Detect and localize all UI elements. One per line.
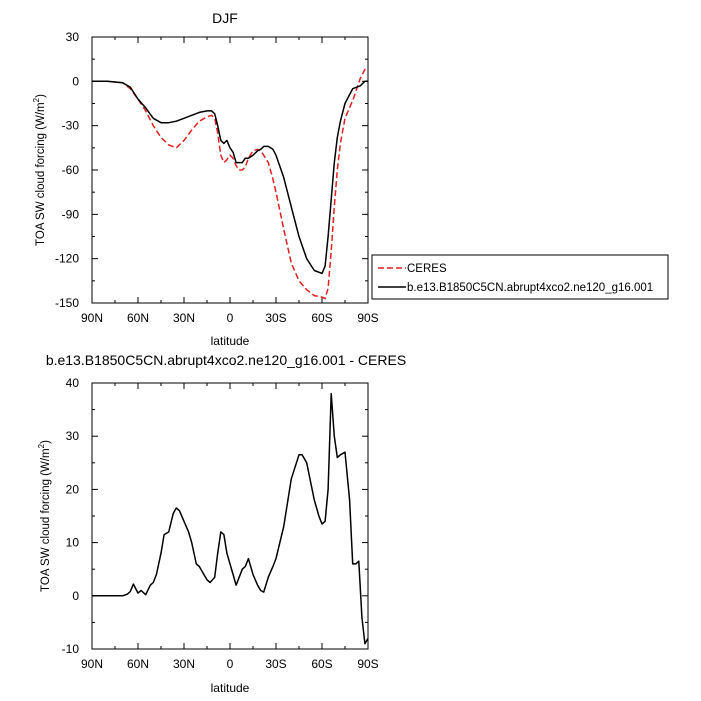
chart-top: DJF 90N 60N 30N 0 30S 60S 90S 30 0 -30 -60 -90 -120 -… — [32, 10, 669, 348]
x-tick-label: 0 — [227, 311, 234, 325]
y-tick-label: -10 — [62, 642, 80, 656]
chart-top-title: DJF — [212, 10, 238, 26]
chart-bottom-title: b.e13.B1850C5CN.abrupt4xco2.ne120_g16.00… — [46, 352, 406, 368]
series-line-1 — [92, 80, 368, 275]
chart-bottom-y-axis-label-sup: 2 — [37, 443, 46, 448]
y-tick-label: 0 — [72, 74, 79, 88]
series-line-0 — [92, 392, 369, 645]
legend-label-model: b.e13.B1850C5CN.abrupt4xco2.ne120_g16.00… — [407, 282, 653, 294]
legend: CERES b.e13.B1850C5CN.abrupt4xco2.ne120_… — [371, 254, 669, 300]
chart-top-y-axis-label-sup: 2 — [32, 97, 41, 102]
y-tick-label: -120 — [55, 252, 79, 266]
chart-top-plot-frame — [91, 36, 369, 304]
x-tick-label: 90S — [357, 657, 378, 671]
y-tick-label: 30 — [66, 30, 80, 44]
chart-top-y-axis-label-main: TOA SW cloud forcing (W/m — [35, 102, 47, 246]
chart-top-x-axis-label: latitude — [211, 334, 250, 348]
x-tick-label: 30S — [265, 311, 286, 325]
y-tick-label: 0 — [72, 589, 79, 603]
y-tick-label: -30 — [62, 119, 80, 133]
x-tick-label: 0 — [227, 657, 234, 671]
chart-bottom-plot-frame — [91, 382, 369, 650]
y-tick-label: 20 — [66, 482, 80, 496]
chart-bottom-y-axis-label: TOA SW cloud forcing (W/m2) — [37, 440, 52, 592]
x-tick-label: 60S — [311, 657, 332, 671]
chart-bottom-ticks: 90N 60N 30N 0 30S 60S 90S 40 30 20 10 0 -10 — [62, 376, 379, 671]
chart-bottom-x-axis-label: latitude — [211, 681, 250, 695]
chart-top-y-axis-label: TOA SW cloud forcing (W/m2) — [32, 94, 47, 246]
y-tick-label: 10 — [66, 536, 80, 550]
chart-bottom-series — [92, 392, 369, 645]
chart-bottom-y-axis-label-main: TOA SW cloud forcing (W/m — [40, 448, 52, 592]
y-tick-label: -60 — [62, 163, 80, 177]
chart-top-ticks: 90N 60N 30N 0 30S 60S 90S 30 0 -30 -60 -90 -120 -150 — [55, 30, 379, 325]
x-tick-label: 60N — [127, 311, 149, 325]
y-tick-label: -90 — [62, 207, 80, 221]
x-tick-label: 60S — [311, 311, 332, 325]
x-tick-label: 30S — [265, 657, 286, 671]
chart-bottom-y-axis-label-close: ) — [40, 440, 52, 444]
x-tick-label: 90N — [81, 311, 103, 325]
y-tick-label: 30 — [66, 429, 80, 443]
y-tick-label: 40 — [66, 376, 80, 390]
x-tick-label: 90S — [357, 311, 378, 325]
legend-box — [371, 254, 669, 300]
chart-top-y-axis-label-close: ) — [35, 94, 47, 98]
chart-top-series — [92, 68, 368, 300]
x-tick-label: 90N — [81, 657, 103, 671]
x-tick-label: 30N — [173, 657, 195, 671]
legend-label-ceres: CERES — [407, 263, 447, 275]
chart-bottom: b.e13.B1850C5CN.abrupt4xco2.ne120_g16.00… — [37, 352, 406, 695]
y-tick-label: -150 — [55, 296, 79, 310]
series-line-0 — [92, 68, 368, 300]
x-tick-label: 60N — [127, 657, 149, 671]
x-tick-label: 30N — [173, 311, 195, 325]
